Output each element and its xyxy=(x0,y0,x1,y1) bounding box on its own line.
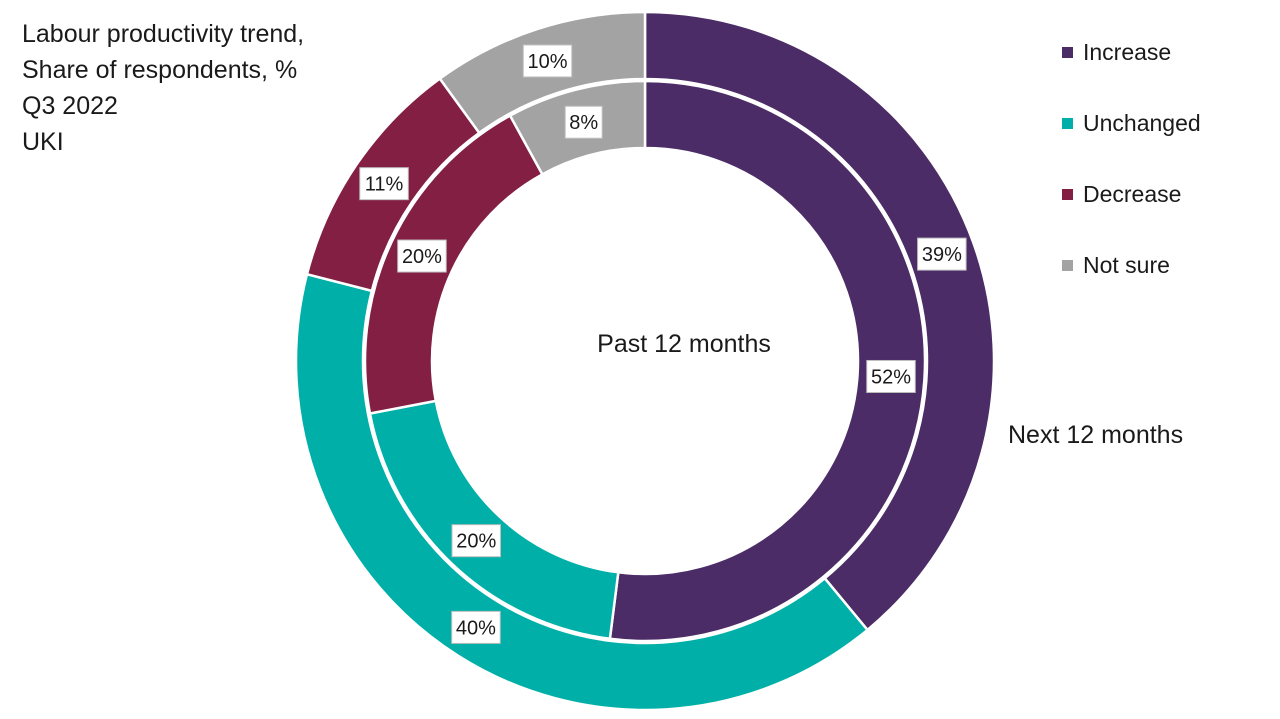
title-line: Q3 2022 xyxy=(22,92,118,120)
data-label-text: 39% xyxy=(922,244,962,266)
outer-slice-increase xyxy=(643,10,996,632)
legend-item-decrease: Decrease xyxy=(1062,176,1181,212)
legend-item-unchanged: Unchanged xyxy=(1062,105,1201,141)
data-label-text: 11% xyxy=(365,174,404,196)
legend-item-not-sure: Not sure xyxy=(1062,247,1170,283)
legend-label: Unchanged xyxy=(1083,109,1201,136)
data-label-box xyxy=(866,359,916,393)
legend-swatch xyxy=(1062,46,1073,58)
legend-swatch xyxy=(1062,259,1073,271)
data-label-text: 20% xyxy=(456,531,496,553)
outer-data-label-not-sure: 10% xyxy=(522,44,573,78)
inner-ring-label: Past 12 months xyxy=(597,330,771,358)
legend-swatch xyxy=(1062,117,1073,129)
title-line: UKI xyxy=(22,128,64,156)
data-label-text: 40% xyxy=(456,617,496,639)
legend-label: Increase xyxy=(1083,38,1172,65)
outer-data-label-increase: 39% xyxy=(917,237,967,271)
outer-ring-label: Next 12 months xyxy=(1008,421,1183,449)
data-label-box xyxy=(451,524,502,558)
data-labels: 39% 40% 11% 10% 52% 20% 20% 8% xyxy=(359,44,967,644)
data-label-box xyxy=(359,167,409,201)
data-label-text: 8% xyxy=(569,112,598,134)
data-label-text: 10% xyxy=(527,51,567,73)
title-line: Share of respondents, % xyxy=(22,56,298,84)
legend-label: Not sure xyxy=(1083,251,1170,278)
title-line: Labour productivity trend, xyxy=(22,20,305,48)
inner-data-label-unchanged: 20% xyxy=(451,524,502,558)
inner-data-label-decrease: 20% xyxy=(397,239,447,273)
data-label-box xyxy=(451,610,501,644)
outer-data-label-unchanged: 40% xyxy=(451,610,501,644)
data-label-box xyxy=(917,237,967,271)
data-label-box xyxy=(564,105,603,139)
chart-title: Labour productivity trend, Share of resp… xyxy=(22,16,304,160)
data-label-text: 52% xyxy=(871,366,911,388)
inner-data-label-not-sure: 8% xyxy=(564,105,603,139)
data-label-box xyxy=(397,239,447,273)
data-label-text: 20% xyxy=(402,246,442,268)
outer-data-label-decrease: 11% xyxy=(359,167,409,201)
data-label-box xyxy=(522,44,573,78)
legend-item-increase: Increase xyxy=(1062,34,1171,70)
inner-data-label-increase: 52% xyxy=(866,359,916,393)
outer-slice-unchanged xyxy=(294,272,870,712)
inner-slice-increase xyxy=(608,79,927,643)
legend-swatch xyxy=(1062,188,1073,200)
inner-ring xyxy=(363,79,927,643)
legend-label: Decrease xyxy=(1083,180,1182,207)
